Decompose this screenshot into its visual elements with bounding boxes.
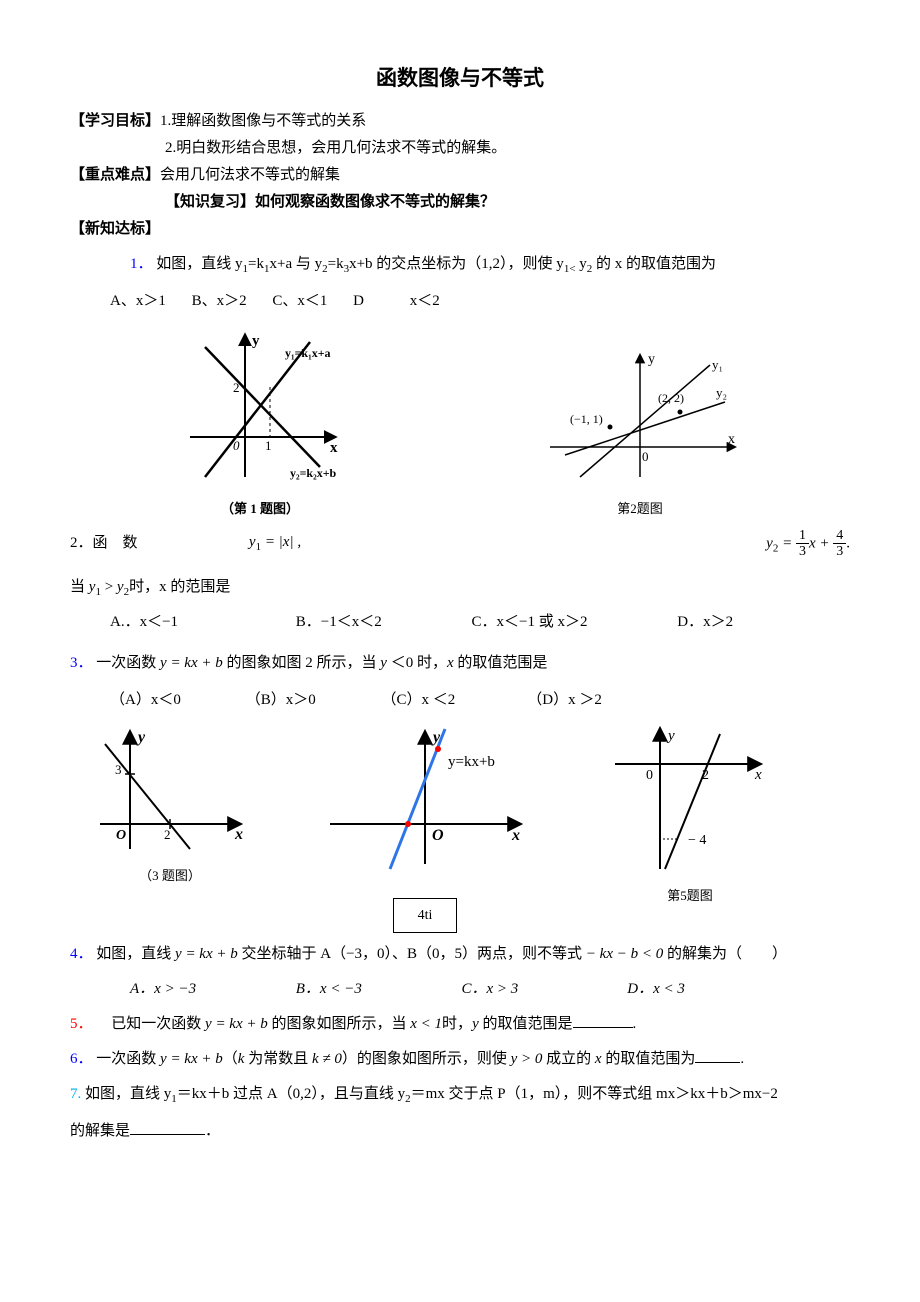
review-label: 【知识复习】 bbox=[165, 194, 255, 210]
q4: 4． 如图，直线 y = kx + b 交坐标轴于 A（−3，0）、B（0，5）… bbox=[70, 941, 850, 968]
svg-text:y₁: y₁ bbox=[712, 357, 723, 372]
objectives-line1: 【学习目标】1.理解函数图像与不等式的关系 bbox=[70, 108, 850, 135]
q4-choice-b: B．x < −3 bbox=[296, 976, 436, 1003]
q3: 3． 一次函数 y = kx + b 的图象如图 2 所示，当 y ＜0 时，x… bbox=[70, 650, 850, 677]
q1-choice-e: x＜2 bbox=[410, 293, 440, 309]
q1: 1． 如图，直线 y1=k1x+a 与 y2=k3x+b 的交点坐标为（1,2）… bbox=[70, 251, 850, 280]
fig1-svg: y x 2 1 0 y₁=k₁x+a y₂=k₂x+b bbox=[170, 327, 350, 487]
svg-text:y₂=k₂x+b: y₂=k₂x+b bbox=[290, 466, 337, 480]
svg-text:2: 2 bbox=[164, 827, 171, 842]
svg-text:1: 1 bbox=[265, 438, 272, 453]
svg-text:y: y bbox=[666, 728, 675, 744]
q3-choices: （A）x＜0 （B）x＞0 （C）x ＜2 （D）x ＞2 bbox=[70, 687, 850, 714]
q3-choice-a: （A）x＜0 bbox=[110, 687, 220, 714]
fig4-caption: 4ti bbox=[393, 898, 457, 933]
svg-text:0: 0 bbox=[642, 449, 649, 464]
q2-line2: 当 y1 > y2时，x 的范围是 bbox=[70, 574, 850, 603]
svg-text:y: y bbox=[252, 333, 260, 349]
q1-choice-b: B、x＞2 bbox=[192, 293, 247, 309]
svg-text:y: y bbox=[648, 352, 655, 367]
q5-num: 5． bbox=[70, 1016, 93, 1032]
svg-text:x: x bbox=[754, 767, 762, 783]
q3-choice-b: （B）x＞0 bbox=[246, 687, 356, 714]
fig2-wrap: y x 0 (−1, 1) (2, 2) y₁ y₂ 第2题图 bbox=[530, 347, 750, 520]
q5-blank[interactable] bbox=[573, 1012, 633, 1028]
svg-text:y: y bbox=[431, 729, 441, 746]
q1-text: 如图，直线 y1=k1x+a 与 y2=k3x+b 的交点坐标为（1,2），则使… bbox=[156, 256, 716, 272]
svg-text:(2, 2): (2, 2) bbox=[658, 391, 684, 405]
svg-text:x: x bbox=[728, 432, 735, 447]
q6-num: 6． bbox=[70, 1051, 93, 1067]
svg-text:0: 0 bbox=[646, 768, 653, 783]
q7-line2: 的解集是． bbox=[70, 1118, 850, 1145]
svg-text:y=kx+b: y=kx+b bbox=[448, 754, 495, 770]
review-text: 如何观察函数图像求不等式的解集？ bbox=[255, 194, 495, 210]
objectives-item1: 1.理解函数图像与不等式的关系 bbox=[160, 113, 366, 129]
fig4-wrap: y x O y=kx+b 4ti bbox=[310, 724, 540, 933]
review-line: 【知识复习】如何观察函数图像求不等式的解集？ bbox=[70, 189, 850, 216]
svg-text:y₁=k₁x+a: y₁=k₁x+a bbox=[285, 346, 331, 360]
fig2-svg: y x 0 (−1, 1) (2, 2) y₁ y₂ bbox=[540, 347, 740, 487]
objectives-label: 【学习目标】 bbox=[70, 113, 160, 129]
svg-text:O: O bbox=[432, 827, 444, 844]
fig5-caption: 第5题图 bbox=[600, 884, 780, 907]
q1-choice-a: A、x＞1 bbox=[110, 293, 166, 309]
svg-text:O: O bbox=[116, 828, 126, 843]
svg-text:y₂: y₂ bbox=[716, 385, 727, 400]
q6-blank[interactable] bbox=[695, 1047, 740, 1063]
fig4-svg: y x O y=kx+b bbox=[320, 724, 530, 884]
keypoints-text: 会用几何法求不等式的解集 bbox=[160, 167, 340, 183]
q2-choice-c: C．x＜−1 或 x＞2 bbox=[472, 609, 652, 636]
q2-choice-a: A.．x＜−1 bbox=[110, 609, 270, 636]
fig3-svg: y x O 3 2 bbox=[90, 724, 250, 854]
q2-choice-d: D．x＞2 bbox=[677, 614, 733, 630]
q1-choice-d: D bbox=[353, 293, 364, 309]
q4-choice-c: C．x > 3 bbox=[462, 976, 602, 1003]
q4-num: 4． bbox=[70, 946, 93, 962]
q3-choice-d: （D）x ＞2 bbox=[527, 692, 624, 708]
q7-blank[interactable] bbox=[130, 1119, 205, 1135]
fig3-wrap: y x O 3 2 （3 题图） bbox=[70, 724, 270, 887]
q1-choices: A、x＞1 B、x＞2 C、x＜1 D x＜2 bbox=[70, 288, 850, 315]
q3-choice-c: （C）x ＜2 bbox=[382, 687, 502, 714]
q4-choices: A．x > −3 B．x < −3 C．x > 3 D．x < 3 bbox=[70, 976, 850, 1003]
q2: 2．函 数 y1 = |x| , y2 = 13x + 43. bbox=[70, 528, 850, 560]
svg-text:0: 0 bbox=[233, 438, 240, 453]
svg-text:x: x bbox=[511, 827, 520, 844]
q4-choice-d: D．x < 3 bbox=[627, 981, 685, 997]
fig1-caption: （第 1 题图） bbox=[150, 497, 370, 520]
fig1-wrap: y x 2 1 0 y₁=k₁x+a y₂=k₂x+b （第 1 题图） bbox=[150, 327, 370, 520]
svg-text:x: x bbox=[330, 440, 338, 456]
q6: 6． 一次函数 y = kx + b（k 为常数且 k ≠ 0）的图象如图所示，… bbox=[70, 1046, 850, 1073]
q5: 5． 已知一次函数 y = kx + b 的图象如图所示，当 x < 1时，y … bbox=[70, 1011, 850, 1038]
q1-num: 1． bbox=[130, 256, 153, 272]
svg-text:2: 2 bbox=[702, 768, 709, 783]
q1-choice-c: C、x＜1 bbox=[272, 293, 327, 309]
fig2-caption: 第2题图 bbox=[530, 497, 750, 520]
q2-label: 函 数 bbox=[93, 535, 138, 551]
q7-num: 7. bbox=[70, 1086, 81, 1102]
q2-choices: A.．x＜−1 B．−1＜x＜2 C．x＜−1 或 x＞2 D．x＞2 bbox=[70, 609, 850, 636]
fig5-wrap: y x 0 2 − 4 第5题图 bbox=[600, 724, 780, 907]
keypoints-label: 【重点难点】 bbox=[70, 167, 160, 183]
svg-text:2: 2 bbox=[233, 380, 240, 395]
figrow-2: y x O 3 2 （3 题图） y x O y=kx+b 4ti bbox=[70, 724, 850, 933]
objectives-item2: 2.明白数形结合思想，会用几何法求不等式的解集。 bbox=[70, 135, 850, 162]
svg-text:y: y bbox=[136, 729, 146, 746]
svg-text:− 4: − 4 bbox=[688, 833, 706, 848]
page-title: 函数图像与不等式 bbox=[70, 60, 850, 98]
q2-num: 2． bbox=[70, 535, 93, 551]
svg-text:x: x bbox=[234, 826, 243, 843]
fig3-caption: （3 题图） bbox=[70, 864, 270, 887]
newknow-label: 【新知达标】 bbox=[70, 216, 850, 243]
q7: 7. 如图，直线 y1＝kx＋b 过点 A（0,2），且与直线 y2＝mx 交于… bbox=[70, 1081, 850, 1110]
svg-text:(−1, 1): (−1, 1) bbox=[570, 412, 603, 426]
q3-num: 3． bbox=[70, 655, 93, 671]
q4-choice-a: A．x > −3 bbox=[130, 976, 270, 1003]
figrow-1: y x 2 1 0 y₁=k₁x+a y₂=k₂x+b （第 1 题图） y x… bbox=[70, 327, 850, 520]
fig5-svg: y x 0 2 − 4 bbox=[610, 724, 770, 874]
q2-choice-b: B．−1＜x＜2 bbox=[296, 609, 446, 636]
keypoints-line: 【重点难点】会用几何法求不等式的解集 bbox=[70, 162, 850, 189]
svg-text:3: 3 bbox=[115, 762, 122, 777]
